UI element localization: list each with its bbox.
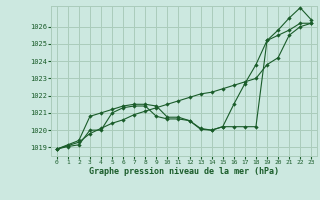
X-axis label: Graphe pression niveau de la mer (hPa): Graphe pression niveau de la mer (hPa) — [89, 167, 279, 176]
